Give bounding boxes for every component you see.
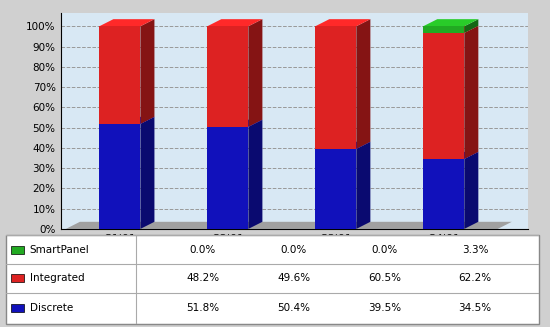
- Text: 34.5%: 34.5%: [458, 303, 492, 313]
- Polygon shape: [356, 19, 370, 149]
- Text: 0.0%: 0.0%: [190, 245, 216, 254]
- Polygon shape: [207, 19, 262, 26]
- Text: 49.6%: 49.6%: [277, 273, 310, 283]
- Bar: [11, 246, 24, 253]
- Polygon shape: [424, 26, 478, 33]
- Bar: [424, 33, 464, 159]
- Polygon shape: [424, 152, 478, 159]
- Text: SmartPanel: SmartPanel: [30, 245, 89, 254]
- Bar: [100, 26, 140, 124]
- Text: 51.8%: 51.8%: [186, 303, 219, 313]
- Text: 50.4%: 50.4%: [277, 303, 310, 313]
- Bar: [11, 304, 24, 312]
- Polygon shape: [249, 120, 262, 229]
- Text: Integrated: Integrated: [30, 273, 84, 283]
- Text: 62.2%: 62.2%: [458, 273, 492, 283]
- Text: Discrete: Discrete: [30, 303, 73, 313]
- Polygon shape: [207, 120, 262, 127]
- Text: 39.5%: 39.5%: [368, 303, 401, 313]
- Bar: [11, 274, 24, 282]
- Bar: [424, 26, 464, 33]
- Text: 60.5%: 60.5%: [368, 273, 401, 283]
- Polygon shape: [140, 117, 155, 229]
- Polygon shape: [315, 19, 370, 26]
- Polygon shape: [100, 117, 155, 124]
- Bar: [424, 159, 464, 229]
- Text: 3.3%: 3.3%: [462, 245, 488, 254]
- Polygon shape: [249, 19, 262, 127]
- Bar: [207, 26, 249, 127]
- Bar: [100, 124, 140, 229]
- Bar: [207, 127, 249, 229]
- Bar: [315, 149, 356, 229]
- Polygon shape: [424, 19, 478, 26]
- Polygon shape: [100, 19, 155, 26]
- Bar: [315, 26, 356, 149]
- Text: 0.0%: 0.0%: [371, 245, 398, 254]
- Polygon shape: [315, 142, 370, 149]
- Polygon shape: [356, 142, 370, 229]
- Text: 0.0%: 0.0%: [280, 245, 307, 254]
- Polygon shape: [464, 152, 478, 229]
- Text: 48.2%: 48.2%: [186, 273, 219, 283]
- Polygon shape: [464, 26, 478, 159]
- Polygon shape: [464, 19, 478, 33]
- Polygon shape: [66, 222, 512, 229]
- Polygon shape: [140, 19, 155, 124]
